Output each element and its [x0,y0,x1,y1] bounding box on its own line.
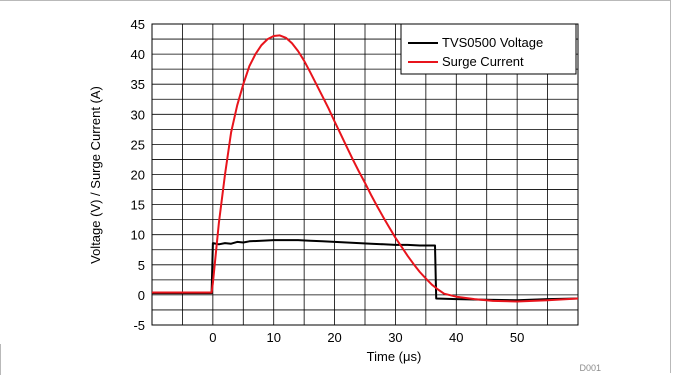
legend-label-current: Surge Current [442,54,524,69]
frame-corner-mark [0,344,1,375]
legend-box [400,23,577,75]
y-tick-label: 30 [131,107,145,122]
x-axis-label: Time (μs) [367,349,422,364]
x-tick-label: 20 [327,330,341,345]
x-tick-label: 0 [209,330,216,345]
x-tick-labels: 0 10 20 30 40 50 [209,330,524,345]
y-tick-labels: -5 0 5 10 15 20 25 30 35 40 45 [131,17,145,333]
x-tick-label: 40 [449,330,463,345]
y-tick-label: 35 [131,77,145,92]
x-tick-label: 50 [510,330,524,345]
y-tick-label: 40 [131,47,145,62]
x-tick-label: 10 [266,330,280,345]
y-tick-label: 5 [138,258,145,273]
plot-area [151,23,579,326]
y-tick-label: 25 [131,137,145,152]
y-tick-label: 15 [131,198,145,213]
y-tick-label: 10 [131,228,145,243]
y-tick-label: 45 [131,17,145,32]
series-group [152,34,579,303]
figure-code: D001 [579,363,601,373]
y-axis-label: Voltage (V) / Surge Current (A) [88,86,103,264]
y-tick-label: 20 [131,168,145,183]
y-tick-label: -5 [133,318,145,333]
voltage-line [152,239,579,302]
surge-current-line [152,34,579,303]
legend-label-voltage: TVS0500 Voltage [442,35,543,50]
legend: TVS0500 Voltage Surge Current [400,23,577,75]
y-tick-label: 0 [138,288,145,303]
x-tick-label: 30 [388,330,402,345]
